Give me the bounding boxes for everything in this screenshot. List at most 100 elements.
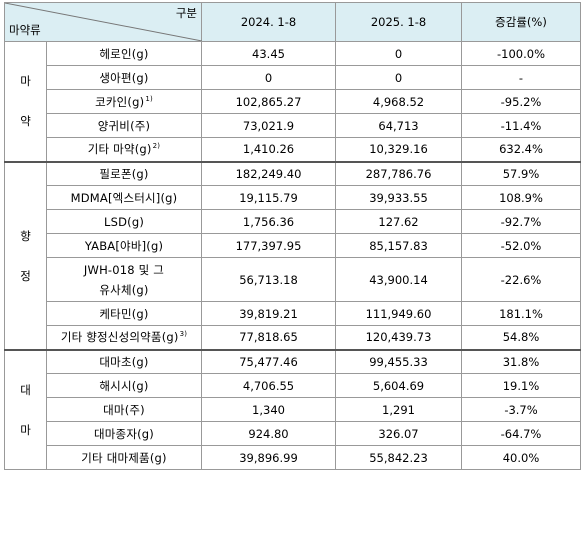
value-2024-cell: 0: [201, 65, 336, 90]
value-2024-cell: 56,713.18: [201, 257, 336, 302]
change-rate-cell: 181.1%: [461, 301, 581, 326]
table-row: 대마(주) 1,340 1,291 -3.7%: [5, 397, 581, 422]
header-2024: 2024. 1-8: [201, 2, 336, 42]
value-2025-cell: 64,713: [335, 113, 462, 138]
header-2025: 2025. 1-8: [335, 2, 462, 42]
category-char: 향: [20, 228, 31, 243]
change-rate-cell: -3.7%: [461, 397, 581, 422]
substance-name-cell: 기타 마약(g)2): [46, 137, 202, 162]
substance-name: 생아편(g): [99, 70, 149, 85]
table-row: 기타 마약(g)2) 1,410.26 10,329.16 632.4%: [5, 137, 581, 162]
value-2025-cell: 55,842.23: [335, 445, 462, 470]
value-2025-cell: 10,329.16: [335, 137, 462, 162]
table-row: 대 마 대마초(g) 75,477.46 99,455.33 31.8%: [4, 348, 581, 470]
substance-name: 양귀비(주): [97, 118, 151, 133]
table-body: 마 약 헤로인(g) 43.45 0 -100.0% 생아편(g) 0 0- 코카인(g)1) 10…: [4, 41, 581, 470]
substance-name: 기타 향정신성의약품(g): [60, 330, 179, 345]
value-2024-cell: 75,477.46: [201, 348, 336, 374]
value-2024-cell: 924.80: [201, 421, 336, 446]
substance-name: 케타민(g): [99, 306, 149, 321]
substance-name: JWH-018 및 그: [83, 262, 165, 277]
value-2025-cell: 5,604.69: [335, 373, 462, 398]
substance-name: 코카인(g): [95, 94, 145, 109]
change-rate-cell: -95.2%: [461, 89, 581, 114]
change-rate-cell: 31.8%: [461, 348, 581, 374]
footnote-marker: 2): [152, 142, 161, 151]
category-char: 대: [20, 382, 31, 397]
table-row: 마 약 헤로인(g) 43.45 0 -100.0%: [4, 41, 581, 162]
drug-seizure-table: 구분 마약류 2024. 1-8 2025. 1-8 증감률(%) 마 약 헤로인(…: [4, 2, 581, 470]
change-rate-cell: -64.7%: [461, 421, 581, 446]
table-row: 기타 향정신성의약품(g)3) 77,818.65 120,439.73 54.8%: [5, 325, 581, 350]
category-char: 마: [20, 422, 31, 437]
value-2024-cell: 1,340: [201, 397, 336, 422]
change-rate-cell: -92.7%: [461, 209, 581, 234]
footnote-marker: 1): [145, 94, 153, 103]
value-2025-cell: 1,291: [335, 397, 462, 422]
substance-name: LSD(g): [103, 214, 145, 229]
diagonal-divider: [5, 3, 202, 41]
value-2024-cell: 177,397.95: [201, 233, 336, 258]
value-2025-cell: 120,439.73: [335, 325, 462, 350]
table-row: JWH-018 및 그 유사체(g) 56,713.18 43,900.14 -22.6…: [5, 257, 581, 302]
value-2024-cell: 102,865.27: [201, 89, 336, 114]
change-rate-cell: -11.4%: [461, 113, 581, 138]
change-rate-cell: 108.9%: [461, 185, 581, 210]
change-rate-cell: 54.8%: [461, 325, 581, 350]
value-2024-cell: 19,115.79: [201, 185, 336, 210]
substance-name-cell: 해시시(g): [46, 373, 202, 398]
substance-name-line2: 유사체(g): [99, 282, 149, 297]
substance-name: 기타 마약(g): [87, 142, 152, 157]
table-row: 향 정 필로폰(g) 182,249.40 287,786.76 57.9%: [4, 160, 581, 350]
value-2025-cell: 127.62: [335, 209, 462, 234]
category-char: 정: [20, 268, 31, 283]
value-2025-cell: 0: [335, 41, 462, 66]
value-2024-cell: 43.45: [201, 41, 336, 66]
category-char: 약: [20, 114, 31, 129]
substance-name-cell: 코카인(g)1): [46, 89, 202, 114]
table-row: 코카인(g)1) 102,865.27 4,968.52 -95.2%: [5, 89, 581, 114]
value-2025-cell: 85,157.83: [335, 233, 462, 258]
substance-name-cell: 기타 향정신성의약품(g)3): [46, 325, 202, 350]
substance-name-cell: 대마초(g): [46, 348, 202, 374]
value-2024-cell: 1,410.26: [201, 137, 336, 162]
table-row: 케타민(g) 39,819.21 111,949.60 181.1%: [5, 301, 581, 326]
value-2024-cell: 73,021.9: [201, 113, 336, 138]
change-rate-cell: -: [461, 65, 581, 90]
substance-name-cell: 양귀비(주): [46, 113, 202, 138]
change-rate-cell: -52.0%: [461, 233, 581, 258]
substance-name-cell: 케타민(g): [46, 301, 202, 326]
value-2025-cell: 43,900.14: [335, 257, 462, 302]
table-row: 양귀비(주) 73,021.9 64,713 -11.4%: [5, 113, 581, 138]
table-row: 기타 대마제품(g) 39,896.99 55,842.23 40.0%: [5, 445, 581, 470]
header-row: 구분 마약류 2024. 1-8 2025. 1-8 증감률(%): [4, 2, 581, 42]
value-2025-cell: 287,786.76: [335, 160, 462, 186]
substance-name-cell: 대마종자(g): [46, 421, 202, 446]
value-2024-cell: 4,706.55: [201, 373, 336, 398]
header-corner-bottom-label: 마약류: [9, 23, 41, 37]
substance-name-cell: MDMA[엑스터시](g): [46, 185, 202, 210]
substance-name: 대마종자(g): [94, 426, 154, 441]
value-2025-cell: 111,949.60: [335, 301, 462, 326]
category-char: 마: [20, 74, 31, 89]
substance-name-cell: 헤로인(g): [46, 41, 202, 66]
substance-name-cell: LSD(g): [46, 209, 202, 234]
value-2025-cell: 39,933.55: [335, 185, 462, 210]
value-2024-cell: 39,896.99: [201, 445, 336, 470]
substance-name: 대마(주): [103, 402, 145, 417]
value-2024-cell: 182,249.40: [201, 160, 336, 186]
value-2025-cell: 4,968.52: [335, 89, 462, 114]
value-2025-cell: 99,455.33: [335, 348, 462, 374]
table-row: MDMA[엑스터시](g) 19,115.79 39,933.55 108.9%: [5, 185, 581, 210]
value-2025-cell: 326.07: [335, 421, 462, 446]
substance-name: 대마초(g): [99, 354, 149, 369]
change-rate-cell: -22.6%: [461, 257, 581, 302]
header-corner-top-label: 구분: [175, 6, 197, 20]
table-row: 해시시(g) 4,706.55 5,604.69 19.1%: [5, 373, 581, 398]
substance-name: YABA[야바](g): [84, 238, 164, 253]
change-rate-cell: 40.0%: [461, 445, 581, 470]
